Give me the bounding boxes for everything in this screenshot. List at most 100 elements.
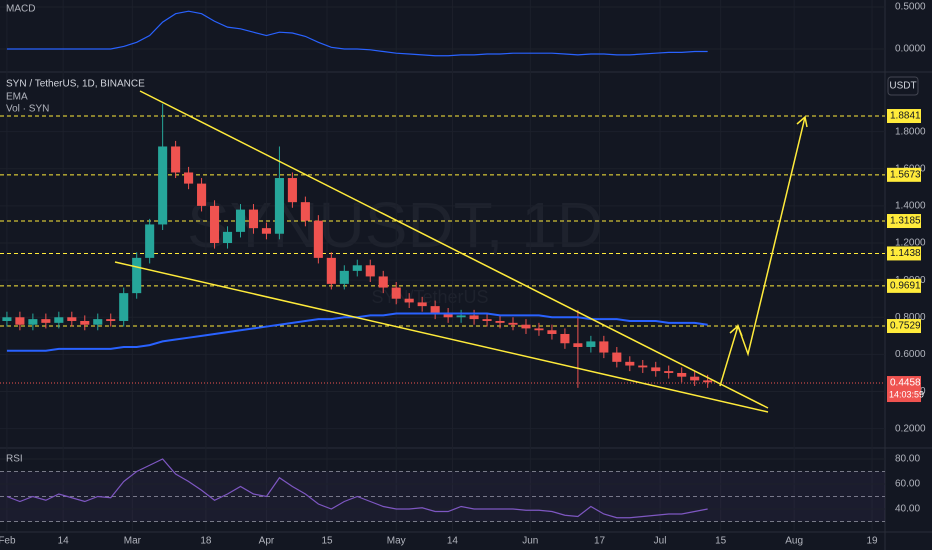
candle-body	[469, 315, 479, 320]
x-tick-label: Apr	[259, 536, 275, 547]
candle-body	[599, 341, 609, 353]
x-tick-label: Feb	[0, 536, 16, 547]
y-tick-label: 0.6000	[895, 349, 926, 360]
candle-body	[274, 178, 284, 234]
candle-body	[404, 298, 414, 303]
candle-body	[300, 202, 310, 221]
x-tick-label: 15	[321, 536, 333, 547]
x-tick-label: Aug	[785, 536, 803, 547]
x-tick-label: 18	[200, 536, 212, 547]
candle-body	[287, 178, 297, 203]
x-tick-label: Mar	[124, 536, 142, 547]
candle-body	[508, 322, 518, 325]
watermark-sub: SYN/TetherUS	[371, 287, 488, 307]
trend-line	[139, 90, 769, 409]
candle-body	[456, 315, 466, 318]
x-tick-label: 15	[715, 536, 727, 547]
candle-body	[651, 367, 661, 372]
candle-body	[560, 333, 570, 344]
y-tick-label: 1.2000	[895, 238, 926, 249]
candle-body	[132, 257, 142, 294]
x-tick-label: 19	[866, 536, 878, 547]
candle-body	[573, 343, 583, 347]
last-price-badge	[887, 376, 921, 403]
candle-body	[690, 376, 700, 381]
rsi-title: RSI	[6, 454, 23, 465]
candle-body	[521, 324, 531, 329]
candle-body	[339, 270, 349, 284]
candle-body	[365, 265, 375, 277]
candle-body	[210, 205, 220, 244]
y-tick-label: 0.5000	[895, 2, 926, 13]
price-level-label: 1.1438	[890, 248, 921, 259]
x-tick-label: Jun	[522, 536, 538, 547]
x-tick-label: May	[387, 536, 406, 547]
x-tick-label: 17	[594, 536, 606, 547]
candle-body	[612, 352, 622, 362]
candle-body	[54, 317, 64, 323]
arrow-head	[729, 324, 743, 337]
price-level-badge	[887, 278, 921, 293]
y-tick-label: 60.00	[895, 479, 920, 490]
x-tick-label: 14	[447, 536, 459, 547]
countdown: 14:03:59	[889, 389, 924, 399]
price-level-label: 1.8841	[890, 111, 921, 122]
price-level-label: 1.5673	[890, 169, 921, 180]
macd-title: MACD	[6, 4, 35, 15]
candle-body	[443, 313, 453, 318]
candle-body	[119, 293, 129, 321]
indicator-line	[6, 10, 708, 57]
y-tick-label: 0.8000	[895, 312, 926, 323]
candle-body	[67, 317, 77, 321]
candle-body	[2, 317, 12, 321]
candle-body	[41, 319, 51, 323]
currency[interactable]: USDT	[889, 81, 916, 92]
symbol-title: SYN / TetherUS, 1D, BINANCE	[6, 79, 145, 90]
candle-body	[15, 317, 25, 325]
level-band	[0, 471, 885, 522]
candle-body	[261, 228, 271, 234]
currency-box[interactable]	[887, 76, 919, 96]
candle-body	[625, 361, 635, 366]
last-price-label: 0.4458	[890, 378, 921, 389]
candle-body	[171, 146, 181, 173]
arrow-head	[796, 115, 808, 128]
candle-body	[703, 380, 713, 383]
candle-body	[638, 365, 648, 368]
y-tick-label: 0.0000	[895, 44, 926, 55]
price-level-badge	[887, 109, 921, 124]
x-tick-label: 14	[58, 536, 70, 547]
candle-body	[417, 302, 427, 307]
y-tick-label: 80.00	[895, 454, 920, 465]
indicator-line	[6, 458, 708, 519]
price-level-label: 0.9691	[890, 281, 921, 292]
candle-body	[145, 224, 155, 258]
candle-body	[391, 287, 401, 299]
candle-body	[222, 231, 233, 244]
candle-body	[495, 320, 505, 323]
price-level-badge	[887, 246, 921, 261]
candle-body	[482, 319, 492, 321]
price-level-badge	[887, 319, 921, 334]
candle-body	[197, 183, 207, 206]
candle-body	[158, 146, 168, 225]
y-tick-label: 1.4000	[895, 201, 926, 212]
candle-body	[677, 372, 687, 377]
candle-body	[326, 257, 336, 284]
y-tick-label: 40.00	[895, 504, 920, 515]
candle-body	[93, 319, 103, 325]
candle-body	[378, 276, 388, 288]
candle-body	[352, 265, 362, 271]
volume-label: Vol · SYN	[6, 104, 49, 115]
candle-body	[313, 220, 323, 258]
price-level-label: 0.7529	[890, 321, 921, 332]
projection-arrow	[719, 116, 806, 387]
candle-body	[106, 319, 116, 321]
trend-line	[114, 261, 769, 413]
candle-body	[534, 328, 544, 331]
candle-body	[430, 306, 440, 314]
candle-body	[28, 319, 38, 325]
candle-body	[235, 209, 246, 232]
